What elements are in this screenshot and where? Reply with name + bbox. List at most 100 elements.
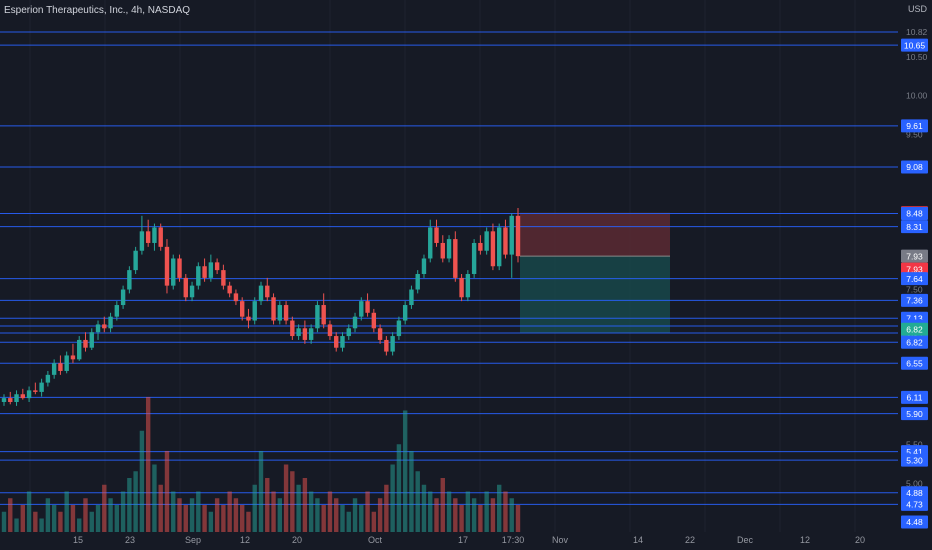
price-badge [901,407,928,421]
candle [396,316,402,340]
volume-bar [302,478,308,532]
candle [478,235,483,255]
volume-bar [340,505,345,532]
candle-body [26,390,32,399]
time-tick: 20 [855,535,865,545]
candle [26,386,32,402]
volume-bar [396,444,402,532]
volume-bar [465,491,471,532]
volume-bar [39,518,44,532]
volume-bar [409,451,414,532]
volume-bar [158,484,163,532]
candle [64,351,69,374]
candle [515,208,521,263]
price-badge-label: 4.48 [906,517,923,527]
volume-bar [233,498,239,532]
price-badge-label: 6.11 [907,393,923,403]
candle-body [428,227,433,259]
volume-bar [484,491,489,532]
volume-bar [252,484,257,532]
candle [365,293,370,317]
price-badge [901,335,928,349]
price-badge-label: 8.48 [906,209,923,219]
price-badge [901,119,928,133]
volume-bar [258,451,264,532]
candle-body [133,250,138,271]
candle-body [8,398,13,402]
candle [133,246,138,274]
candle-body [402,305,408,321]
price-badge-label: 7.13 [906,313,923,323]
volume-bar [208,511,214,532]
volume-bar [1,511,7,532]
candle-body [45,374,51,383]
volume-bar [290,471,295,532]
candle [45,370,51,387]
price-tick: 10.82 [906,27,928,37]
candle-body [271,297,276,321]
candle-body [233,293,239,302]
candle [1,394,7,406]
candle [102,316,107,333]
candle [114,301,120,321]
volume-bar [70,505,76,532]
candle-body [283,305,289,321]
volume-bar [227,491,232,532]
candle [139,215,145,255]
candle [509,213,514,278]
candle-body [371,312,377,329]
volume-bar [120,491,126,532]
candle [503,219,508,259]
candle-body [471,242,477,274]
volume-bar [183,505,188,532]
candle [33,382,38,395]
candle-body [478,242,483,251]
volume-bar [434,498,439,532]
candle-body [202,266,207,278]
volume-bar [95,505,101,532]
price-badge-label: 6.82 [906,337,923,347]
time-tick: 15 [73,535,83,545]
volume-bar [421,484,427,532]
volume-bar [189,498,195,532]
candle-body [409,289,414,306]
time-axis-bg [0,532,898,550]
volume-bar [277,498,283,532]
volume-bar [390,464,395,532]
candle [196,262,201,290]
price-badge [901,272,928,286]
candle [171,254,176,290]
volume-bar [265,478,270,532]
candle-body [33,390,38,392]
volume-bar [51,505,57,532]
chart-title: Esperion Therapeutics, Inc., 4h, NASDAQ [4,5,191,16]
candle-body [208,262,214,278]
candle-body [390,336,395,352]
volume-bar [415,471,420,532]
candle-body [277,305,283,321]
candle [221,264,226,290]
volume-bar [114,505,120,532]
candle [265,277,270,302]
candle-body [365,301,370,313]
volume-bar [471,498,477,532]
candle [77,336,82,361]
candle-body [265,285,270,298]
candle [296,324,301,340]
price-badge [901,453,928,467]
candle [315,301,320,333]
candle-body [396,320,402,337]
candle [446,235,452,263]
candle [434,219,439,247]
volume-bar [171,491,176,532]
volume-bar [352,498,358,532]
volume-bar [271,491,276,532]
candle-body [440,242,445,259]
candle-body [102,324,107,329]
candle [409,285,414,309]
price-badge-label: 9.61 [906,121,923,131]
candle-body [252,301,257,321]
volume-bar [365,491,370,532]
volume-bar [446,491,452,532]
